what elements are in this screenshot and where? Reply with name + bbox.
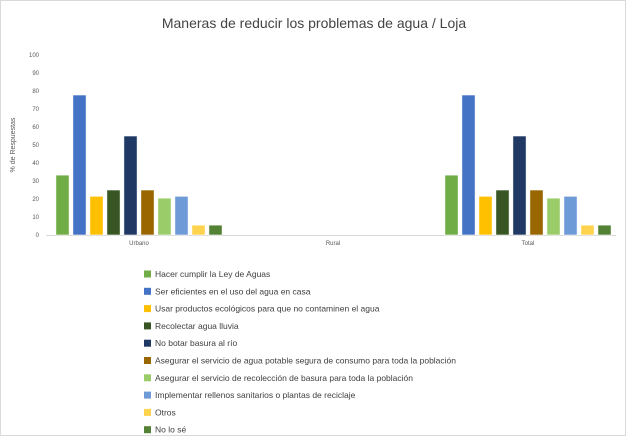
legend-entry: No botar basura al río [155, 338, 237, 348]
legend-swatch [144, 305, 151, 313]
category-label: Urbano [129, 241, 149, 247]
bar [208, 224, 223, 236]
legend: Hacer cumplir la Ley de Aguas Ser eficien… [144, 269, 456, 435]
bar [529, 189, 544, 236]
y-tick-label: 100 [29, 53, 40, 59]
bar [444, 174, 459, 236]
y-tick-label: 60 [32, 125, 39, 131]
bar [191, 224, 206, 236]
bar [461, 94, 476, 236]
legend-entry: No lo sé [155, 425, 186, 435]
y-tick-label: 70 [32, 107, 39, 113]
chart-title: Maneras de reducir los problemas de agua… [162, 15, 467, 31]
bar [563, 196, 578, 236]
category-label: Total [522, 241, 535, 247]
y-tick-labels: 0 10 20 30 40 50 60 70 80 90 100 [29, 53, 40, 239]
legend-entry: Recolectar agua lluvia [155, 321, 239, 331]
legend-entry: Asegurar el servicio de recolección de b… [155, 373, 413, 383]
bar [495, 189, 510, 236]
bar [580, 224, 595, 236]
legend-entry: Implementar rellenos sanitarios o planta… [155, 390, 356, 400]
category-labels: Urbano Rural Total [129, 241, 534, 247]
legend-swatch [144, 357, 151, 364]
bars [55, 94, 612, 236]
bar [157, 197, 172, 236]
y-axis-title: % de Respuestas [10, 117, 17, 172]
legend-swatch [144, 426, 151, 434]
bar [478, 196, 493, 236]
bar [72, 94, 87, 236]
legend-swatch [144, 374, 151, 382]
bar [546, 197, 561, 236]
y-tick-label: 90 [32, 71, 39, 77]
y-tick-label: 80 [32, 89, 39, 95]
bar [89, 196, 104, 236]
legend-swatch [144, 287, 151, 295]
y-tick-label: 0 [36, 233, 40, 239]
legend-swatch [144, 408, 151, 416]
legend-entry: Otros [155, 407, 176, 417]
category-label: Rural [326, 241, 340, 247]
bar [140, 189, 155, 236]
y-tick-label: 50 [32, 143, 39, 149]
bar [512, 135, 527, 236]
legend-swatch [144, 339, 151, 347]
legend-entry: Ser eficientes en el uso del agua en cas… [155, 286, 311, 296]
legend-entry: Hacer cumplir la Ley de Aguas [155, 269, 270, 279]
bar [123, 135, 138, 236]
legend-swatch [144, 322, 151, 330]
legend-swatch [144, 270, 151, 278]
legend-entry: Asegurar el servicio de agua potable seg… [155, 356, 456, 366]
y-tick-label: 20 [32, 197, 39, 203]
legend-entry: Usar productos ecológicos para que no co… [155, 304, 380, 314]
bar [55, 174, 70, 236]
y-tick-label: 10 [32, 215, 39, 221]
bar [174, 196, 189, 236]
y-tick-label: 30 [32, 179, 39, 185]
bar [597, 224, 612, 236]
y-tick-label: 40 [32, 161, 39, 167]
legend-swatch [144, 391, 151, 399]
bar [106, 189, 121, 236]
